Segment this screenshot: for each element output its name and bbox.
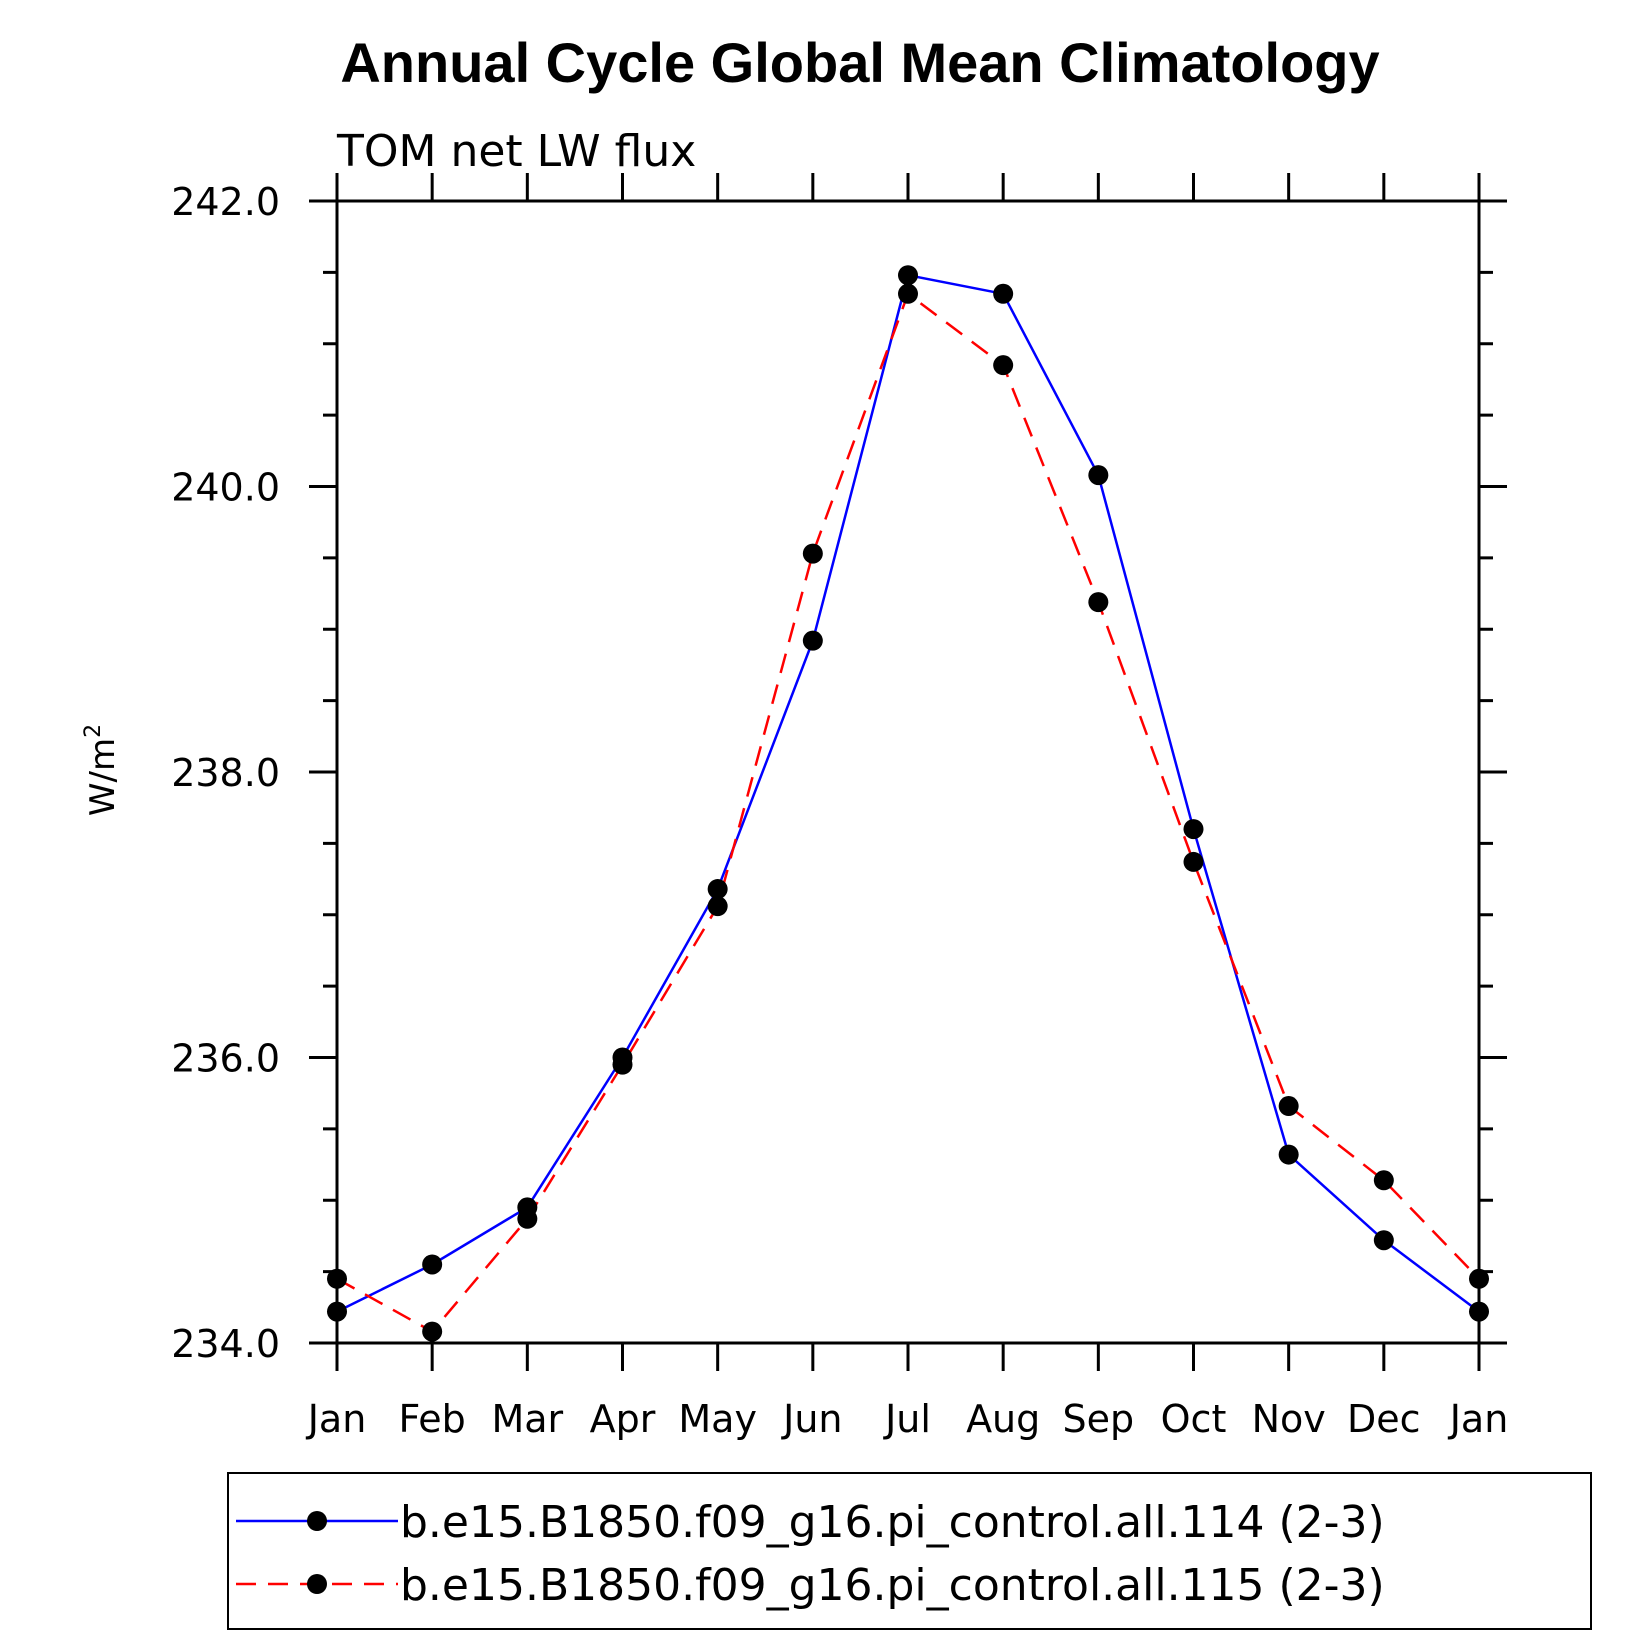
data-point-series-1 [802, 630, 823, 651]
x-tick-label: Dec [1347, 1397, 1421, 1441]
data-point-series-2 [707, 896, 728, 917]
x-tick-label: Sep [1063, 1397, 1135, 1441]
series-line-1 [336, 273, 1480, 1313]
y-axis-label-base: W/m [83, 738, 123, 816]
x-tick-label: Aug [966, 1397, 1040, 1441]
x-tick-label: Jan [1448, 1397, 1509, 1441]
data-point-series-2 [1469, 1268, 1489, 1289]
data-point-series-2 [1088, 592, 1109, 613]
y-tick-labels: 234.0 236.0 238.0 240.0 242.0 [171, 180, 280, 1366]
y-tick-label: 234.0 [171, 1322, 280, 1366]
x-tick-label: Mar [491, 1397, 563, 1441]
data-point-series-2 [517, 1208, 538, 1229]
x-tick-label: May [678, 1397, 757, 1441]
series-line-2 [336, 291, 1480, 1334]
series-markers [327, 265, 1489, 1342]
axis-ticks [309, 173, 1507, 1371]
y-tick-label: 238.0 [171, 751, 280, 795]
legend: b.e15.B1850.f09_g16.pi_control.all.114 (… [227, 1472, 1592, 1630]
series-lines [336, 273, 1480, 1334]
data-point-series-1 [1183, 819, 1204, 840]
x-tick-label: Apr [590, 1397, 656, 1441]
data-point-series-1 [898, 265, 918, 286]
data-point-series-2 [422, 1321, 443, 1342]
x-tick-label: Nov [1252, 1397, 1326, 1441]
data-point-series-1 [1088, 465, 1109, 486]
x-tick-label: Feb [399, 1397, 466, 1441]
legend-label-115: b.e15.B1850.f09_g16.pi_control.all.115 (… [400, 1560, 1385, 1611]
data-point-series-1 [993, 283, 1014, 304]
data-point-series-2 [1183, 851, 1204, 872]
legend-marker-114 [307, 1511, 327, 1531]
data-point-series-2 [1373, 1170, 1394, 1191]
data-point-series-1 [1469, 1301, 1489, 1322]
data-point-series-1 [327, 1301, 347, 1322]
data-point-series-2 [1278, 1096, 1299, 1117]
y-axis-label: W/m2 [81, 724, 123, 816]
legend-box [227, 1472, 1592, 1630]
x-tick-labels: Jan Feb Mar Apr May Jun Jul Aug Sep Oct Nov Dec Jan [306, 1397, 1509, 1441]
data-point-series-1 [1278, 1144, 1299, 1165]
x-tick-label: Jul [883, 1397, 931, 1441]
x-tick-label: Jun [781, 1397, 842, 1441]
x-tick-label: Jan [306, 1397, 367, 1441]
legend-marker-115 [307, 1574, 327, 1594]
data-point-series-2 [898, 283, 918, 304]
x-tick-label: Oct [1161, 1397, 1227, 1441]
y-axis-label-sup: 2 [81, 724, 106, 738]
y-tick-label: 242.0 [171, 180, 280, 224]
data-point-series-2 [327, 1268, 347, 1289]
data-point-series-1 [707, 879, 728, 900]
data-point-series-1 [1373, 1230, 1394, 1251]
legend-label-114: b.e15.B1850.f09_g16.pi_control.all.114 (… [400, 1497, 1385, 1548]
data-point-series-2 [802, 543, 823, 564]
chart-subtitle: TOM net LW flux [336, 126, 696, 177]
chart-title: Annual Cycle Global Mean Climatology [340, 31, 1379, 94]
y-tick-label: 240.0 [171, 466, 280, 510]
data-point-series-2 [993, 355, 1014, 376]
y-tick-label: 236.0 [171, 1037, 280, 1081]
data-point-series-2 [612, 1054, 633, 1075]
data-point-series-1 [422, 1254, 443, 1275]
svg-text:W/m2: W/m2 [81, 724, 123, 816]
